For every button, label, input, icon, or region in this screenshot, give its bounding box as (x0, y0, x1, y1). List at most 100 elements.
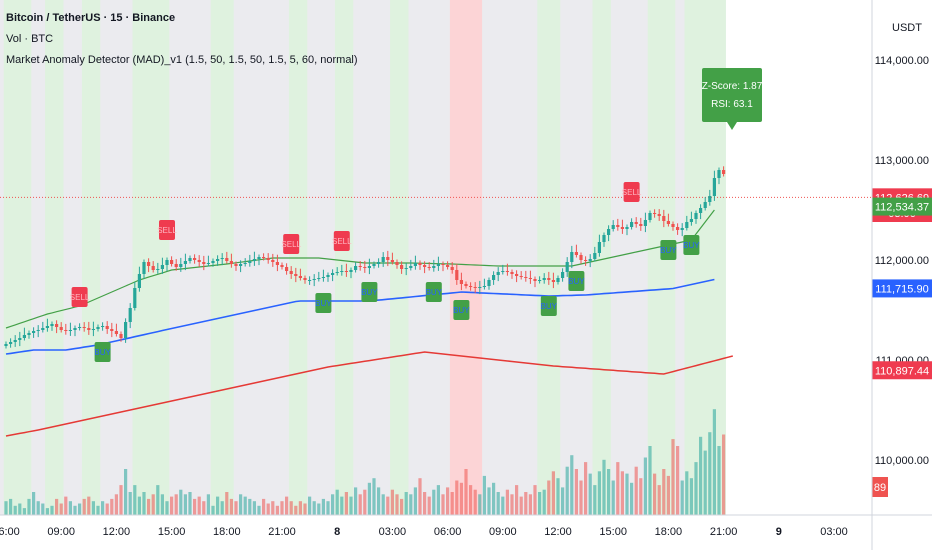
legend-symbol[interactable]: Bitcoin / TetherUS · 15 · Binance (6, 12, 176, 24)
candle (423, 261, 427, 274)
volume-bar (96, 505, 100, 515)
volume-bar (689, 478, 693, 515)
candle (524, 270, 528, 282)
buy-signal-box (94, 342, 111, 362)
legend-indicator[interactable]: Market Anomaly Detector (MAD)_v1 (1.5, 5… (6, 54, 358, 66)
price-unit-label[interactable]: USDT (892, 22, 922, 34)
candle-body (643, 220, 647, 226)
buy-signal-box (425, 282, 442, 302)
candle-body (188, 258, 192, 261)
candle (671, 221, 675, 231)
x-tick-label: 09:00 (489, 526, 517, 538)
candle (68, 322, 72, 336)
candle (128, 303, 132, 329)
candle-body (671, 224, 675, 227)
candle-body (510, 272, 514, 274)
buy-signal-label: BUY (426, 288, 443, 297)
candle-body (294, 274, 298, 276)
candle (717, 167, 721, 185)
candle (409, 259, 413, 271)
volume-bar (432, 489, 436, 515)
volume-bar (335, 489, 339, 515)
legend-volume[interactable]: Vol · BTC (6, 33, 54, 45)
sell-signal: SELL (70, 287, 90, 307)
volume-bar (556, 478, 560, 515)
candle-body (331, 273, 335, 275)
volume-bar (643, 457, 647, 515)
candle-body (308, 280, 312, 281)
candle-body (280, 265, 284, 267)
candle (643, 212, 647, 233)
tooltip-rsi: RSI: 63.1 (711, 99, 753, 110)
buy-signal-box (315, 293, 332, 313)
candle-body (303, 278, 307, 280)
candle-body (64, 330, 68, 331)
anomaly-zone-green (537, 0, 561, 515)
anomaly-zone-green (592, 0, 611, 515)
volume-bar (294, 505, 298, 515)
candle-body (666, 221, 670, 224)
volume-bar (639, 478, 643, 515)
volume-bar (722, 434, 726, 515)
candle (501, 264, 505, 275)
volume-bar (630, 482, 634, 515)
candle-body (225, 258, 229, 261)
volume-bar (680, 480, 684, 515)
sell-signal: SELL (281, 234, 302, 254)
candle (96, 324, 100, 332)
candle-body (206, 263, 210, 264)
volume-bar (611, 480, 615, 515)
volume-bar (699, 436, 703, 515)
candle (82, 322, 86, 332)
volume-bar (717, 446, 721, 515)
candle (505, 263, 509, 276)
candle (556, 275, 560, 285)
candle (114, 323, 118, 337)
candle (722, 166, 726, 177)
candle (303, 275, 307, 284)
volume-bar (469, 485, 473, 515)
sma-line (5, 278, 715, 355)
candle (427, 262, 431, 271)
x-tick-label: 06:00 (434, 526, 462, 538)
candle (36, 325, 40, 338)
candle-body (22, 335, 26, 338)
volume-bar (101, 501, 105, 515)
candle-body (252, 259, 256, 261)
volume-bar (593, 485, 597, 515)
volume-bar (252, 501, 256, 515)
candle-body (478, 287, 482, 288)
buy-signal: BUY (94, 342, 111, 362)
candle-body (285, 267, 289, 271)
candle-body (482, 286, 486, 287)
candle (712, 170, 716, 201)
volume-bar (395, 494, 399, 515)
candle-body (312, 279, 316, 280)
sell-signal-box (283, 234, 300, 254)
candle-body (55, 324, 59, 327)
volume-bar (427, 496, 431, 515)
anomaly-zone-green (132, 0, 170, 515)
candle-body (151, 266, 155, 270)
candle (45, 318, 49, 332)
candle-body (542, 278, 546, 280)
candle-body (317, 278, 321, 279)
candle (110, 322, 114, 338)
candle-body (27, 333, 31, 335)
candle (229, 253, 233, 268)
candle (561, 268, 565, 282)
candle (59, 322, 63, 333)
candle-body (634, 222, 638, 224)
candle-body (257, 257, 261, 259)
volume-bar (188, 492, 192, 515)
candle-body (703, 202, 707, 208)
buy-signal-label: BUY (541, 302, 558, 311)
candle (487, 277, 491, 290)
buy-signal-label: BUY (660, 246, 677, 255)
volume-bar (588, 473, 592, 515)
volume-bar (271, 501, 275, 515)
buy-signal-box (568, 271, 585, 291)
volume-bar (13, 505, 17, 515)
candle-body (262, 257, 266, 258)
